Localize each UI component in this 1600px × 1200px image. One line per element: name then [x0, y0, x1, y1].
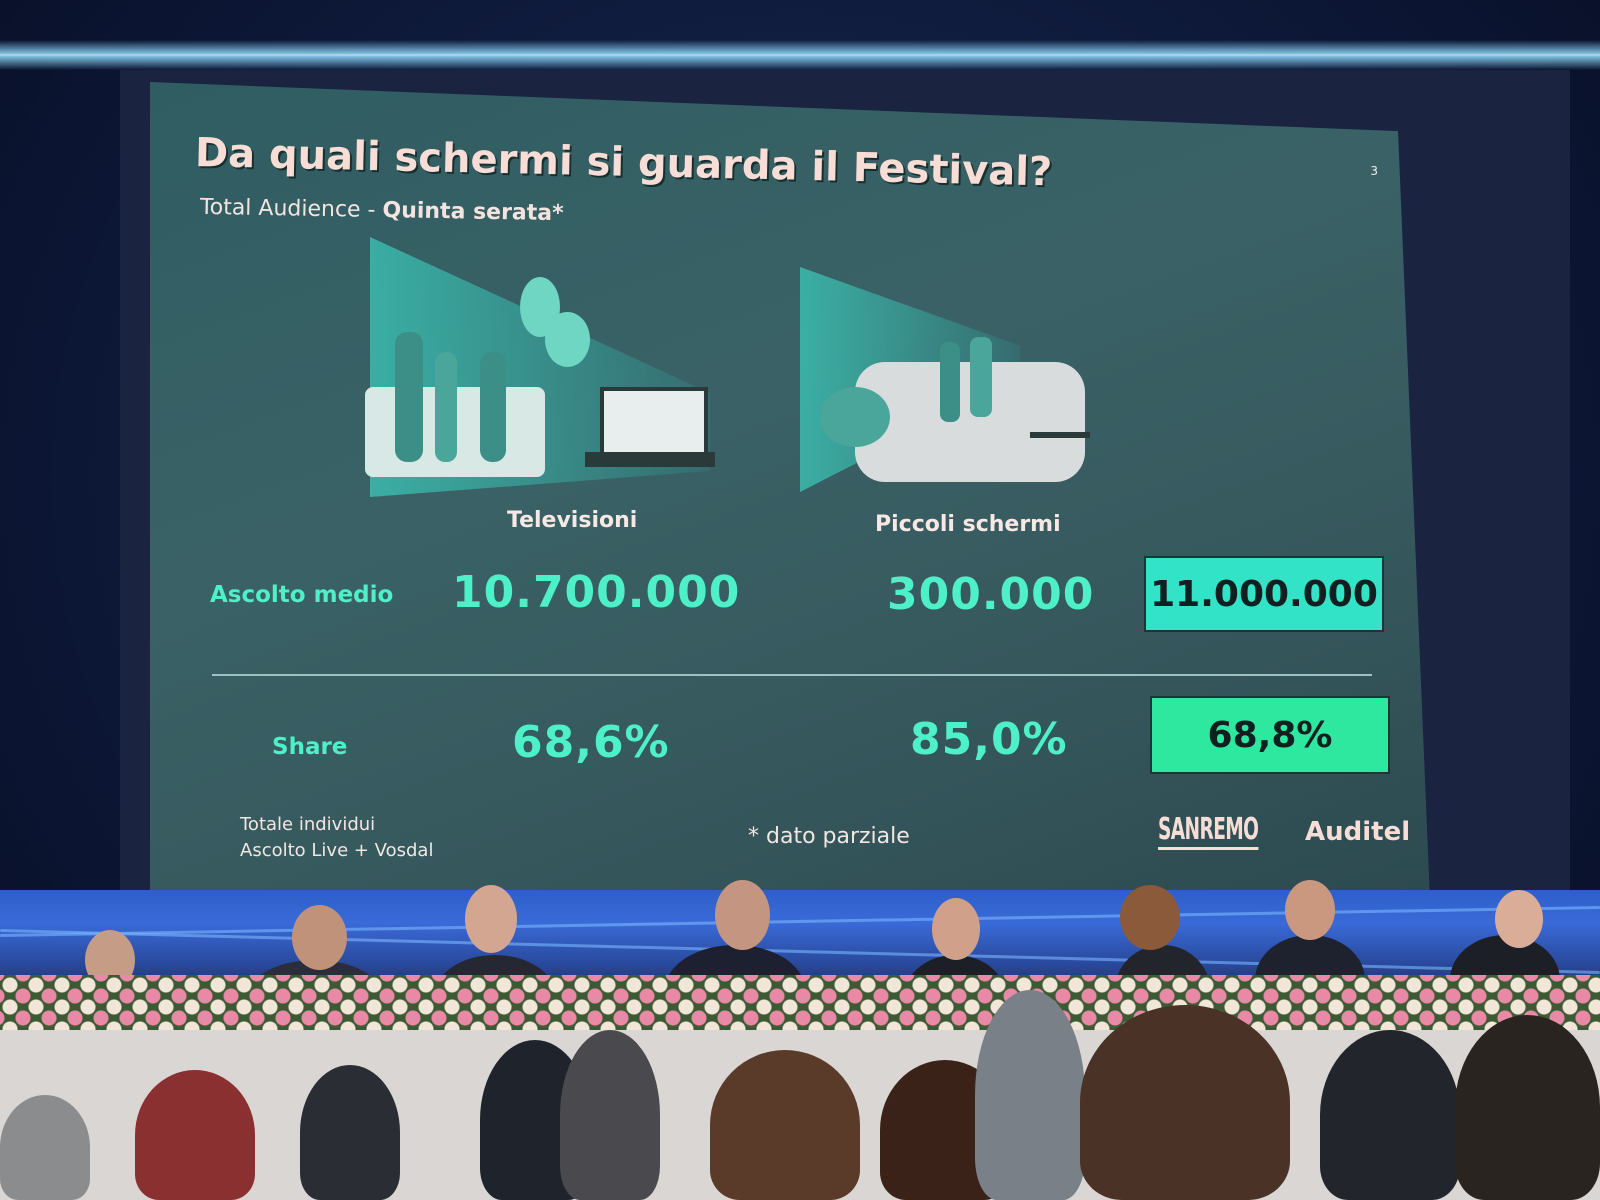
- small-screens-share-value: 85,0%: [910, 714, 1068, 765]
- divider: [212, 674, 1372, 676]
- column-header-piccoli-schermi: Piccoli schermi: [875, 512, 1061, 537]
- small-screens-ascolto-value: 300.000: [887, 569, 1095, 620]
- row-label-ascolto-medio: Ascolto medio: [210, 582, 394, 608]
- tv-family-illustration: [350, 227, 720, 497]
- footnote-left: Totale individui Ascolto Live + Vosdal: [240, 814, 434, 861]
- row-label-share: Share: [272, 734, 348, 760]
- total-share-box: 68,8%: [1150, 696, 1390, 774]
- tv-share-value: 68,6%: [512, 717, 670, 768]
- small-screens-illustration: [800, 267, 1100, 492]
- auditel-logo: Auditel: [1305, 817, 1411, 847]
- tv-ascolto-value: 10.700.000: [452, 567, 741, 618]
- column-header-televisioni: Televisioni: [507, 508, 638, 533]
- sanremo-logo: SANREMO: [1158, 812, 1259, 850]
- slide-subtitle: Total Audience - Quinta serata*: [199, 194, 564, 227]
- footnote-center: * dato parziale: [748, 824, 910, 849]
- presentation-slide: Da quali schermi si guarda il Festival? …: [150, 82, 1430, 900]
- total-ascolto-box: 11.000.000: [1144, 556, 1384, 632]
- page-number: 3: [1370, 164, 1378, 178]
- ceiling-light: [0, 40, 1600, 70]
- slide-title: Da quali schermi si guarda il Festival?: [194, 130, 1053, 196]
